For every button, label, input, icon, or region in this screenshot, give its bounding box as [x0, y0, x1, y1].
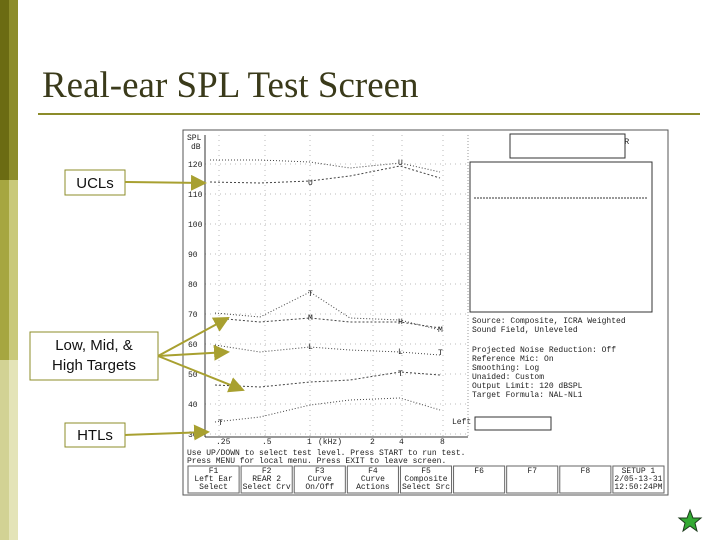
x-tick-label: .25	[216, 438, 231, 447]
x-tick-label: .5	[262, 438, 272, 447]
curve-marker: M	[308, 314, 313, 323]
setting: Unaided: Custom	[472, 373, 544, 382]
y-tick-label: 120	[188, 161, 203, 170]
ucl-curve	[210, 159, 441, 173]
curve-marker: U	[308, 179, 313, 188]
function-key-label: Select Crv	[243, 483, 291, 492]
y-unit: SPL	[187, 134, 202, 143]
function-key-name: F6	[474, 467, 484, 476]
function-key-label: REAR 2	[252, 475, 281, 484]
callout: HTLs	[77, 427, 113, 444]
function-key-label: Select	[199, 483, 228, 492]
callout-box	[64, 422, 126, 448]
function-key-label: Curve	[308, 475, 332, 484]
function-key-name: SETUP 1	[622, 467, 656, 476]
function-key	[240, 465, 293, 494]
function-key-label: Curve	[361, 475, 385, 484]
instruction: Use UP/DOWN to select test level. Press …	[187, 449, 465, 458]
ear-label: Left	[452, 418, 471, 427]
function-key-name: F4	[368, 467, 378, 476]
header-box	[509, 133, 626, 159]
function-key-name: F1	[209, 467, 219, 476]
curve-marker: H	[398, 318, 403, 327]
function-key	[187, 465, 240, 494]
side-bar	[9, 180, 18, 360]
y-tick-label: 70	[188, 311, 198, 320]
source-box	[474, 416, 552, 431]
y-tick-label: 100	[188, 221, 203, 230]
y-tick-label: 40	[188, 401, 198, 410]
x-tick-label: 4	[399, 438, 404, 447]
arrow	[124, 174, 207, 191]
slide-title: Real-ear SPL Test Screen	[42, 65, 419, 106]
characteristics-box	[469, 161, 653, 313]
arrow	[157, 317, 230, 357]
y-unit: dB	[191, 143, 201, 152]
side-bar	[0, 180, 9, 360]
x-tick-label: 1	[307, 438, 312, 447]
callout: Low, Mid, & High Targets	[52, 337, 136, 374]
arrows	[124, 174, 245, 441]
setting: Output Limit: 120 dBSPL	[472, 382, 583, 391]
arrow	[157, 355, 245, 393]
setting: Smoothing: Log	[472, 364, 539, 373]
setting: Projected Noise Reduction: Off	[472, 346, 616, 355]
setting: Target Formula: NAL-NL1	[472, 391, 583, 400]
target-curve	[214, 371, 441, 388]
arrow	[157, 344, 230, 361]
arrow	[124, 424, 210, 441]
low-target	[214, 344, 441, 356]
ucl-curve	[209, 165, 441, 184]
side-bar	[0, 360, 9, 540]
y-tick-label: 90	[188, 251, 198, 260]
function-key-label: 12:50:24PM	[614, 483, 662, 492]
source-info: Sound Field, Unleveled	[472, 326, 578, 335]
function-key	[399, 465, 453, 494]
function-key	[453, 465, 506, 494]
callout: UCLs	[76, 175, 114, 192]
curve-marker: T	[308, 290, 313, 299]
curve-marker: T	[438, 349, 443, 358]
function-key-label: 2/05-13-31	[614, 475, 662, 484]
function-key-label: Composite	[404, 475, 447, 484]
callout-line: High Targets	[52, 357, 136, 374]
function-key-name: F7	[527, 467, 537, 476]
function-key-name: F8	[581, 467, 591, 476]
function-key-label: Left Ear	[194, 475, 233, 484]
function-key	[346, 465, 399, 494]
side-bar	[0, 0, 9, 180]
x-tick-label: 8	[440, 438, 445, 447]
function-key	[506, 465, 559, 494]
x-tick-label: 2	[370, 438, 375, 447]
callout-line: Low, Mid, &	[55, 337, 133, 354]
instruction: Press MENU for local menu. Press EXIT to…	[187, 457, 446, 466]
side-bar	[9, 360, 18, 540]
function-key	[612, 465, 665, 494]
curve-marker: M	[438, 326, 443, 335]
function-key-label: Select Src	[402, 483, 450, 492]
y-tick-label: 80	[188, 281, 198, 290]
function-key-label: On/Off	[305, 483, 334, 492]
function-key	[293, 465, 346, 494]
function-key	[559, 465, 612, 494]
function-key-name: F3	[315, 467, 325, 476]
function-key-name: F2	[262, 467, 272, 476]
y-tick-label: 50	[188, 371, 198, 380]
y-tick-label: 60	[188, 341, 198, 350]
source-info: Source: Composite, ICRA Weighted	[472, 317, 626, 326]
function-key-name: F5	[421, 467, 431, 476]
curve-marker: T	[398, 370, 403, 379]
x-tick-label: (kHz)	[318, 438, 342, 447]
curve-marker: T	[218, 419, 223, 428]
y-tick-label: 110	[188, 191, 203, 200]
y-tick-label: 30	[188, 431, 198, 440]
star-icon	[677, 508, 703, 533]
mid-target	[214, 317, 441, 329]
side-bar	[9, 0, 18, 180]
curve-marker: U	[398, 159, 403, 168]
setting: Reference Mic: On	[472, 355, 554, 364]
function-key-label: Actions	[356, 483, 390, 492]
